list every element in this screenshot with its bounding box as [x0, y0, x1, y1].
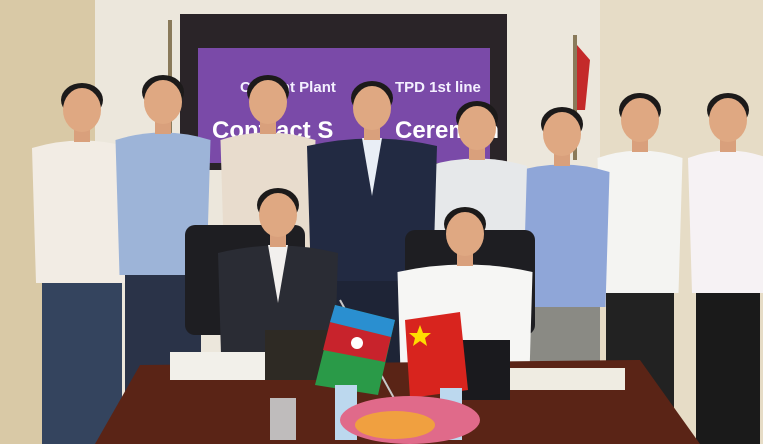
torso — [597, 150, 683, 293]
torso — [514, 164, 610, 307]
face — [543, 112, 581, 156]
face — [621, 98, 659, 142]
papers — [505, 368, 625, 390]
laptop — [460, 340, 510, 400]
crescent — [351, 337, 363, 349]
legs — [42, 258, 122, 444]
papers — [170, 352, 265, 380]
face — [458, 106, 496, 150]
screen-text: TPD 1st line — [395, 79, 481, 96]
torso — [307, 138, 437, 281]
flowers — [355, 411, 435, 439]
face — [259, 193, 297, 237]
shirt — [268, 245, 288, 303]
flag-china — [405, 312, 468, 398]
flag-red — [577, 45, 590, 110]
face — [249, 80, 287, 124]
face — [709, 98, 747, 142]
face — [63, 88, 101, 132]
face — [446, 212, 484, 256]
torso — [688, 150, 763, 293]
torso — [32, 140, 132, 283]
legs — [696, 268, 760, 444]
face — [144, 80, 182, 124]
face — [353, 86, 391, 130]
star — [409, 325, 431, 346]
flag-azerbaijan-blue — [330, 305, 395, 337]
glass — [270, 398, 296, 440]
shirt — [362, 138, 382, 196]
